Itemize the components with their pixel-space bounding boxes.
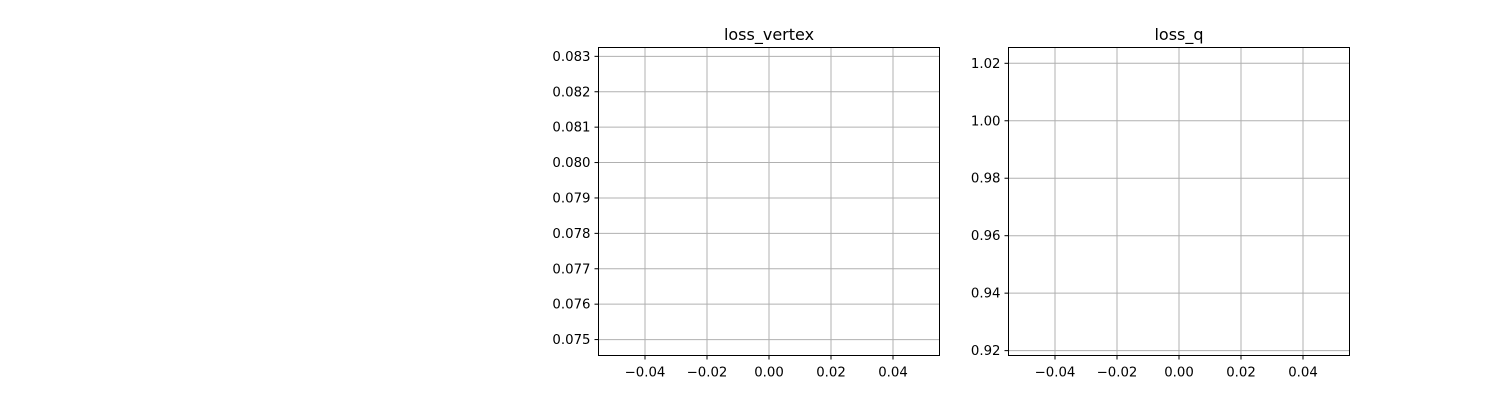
axis-ticks: −0.04 −0.02 0.00 0.02 0.04 0.075 0.076 0.077 0.0… — [552, 50, 907, 381]
y-tick-label: 0.082 — [552, 85, 590, 100]
y-tick-label: 0.075 — [552, 333, 590, 348]
subplot-title: loss_vertex — [724, 25, 814, 45]
y-tick-label: 0.92 — [971, 344, 1001, 359]
grid-lines — [1008, 47, 1350, 356]
x-tick-label: 0.00 — [754, 366, 784, 381]
x-tick-label: −0.04 — [625, 366, 666, 381]
y-tick-label: 0.079 — [552, 191, 590, 206]
y-tick-label: 0.077 — [552, 262, 590, 277]
x-tick-label: 0.02 — [816, 366, 846, 381]
y-tick-label: 0.98 — [971, 172, 1001, 187]
y-tick-label: 0.96 — [971, 229, 1001, 244]
subplot-loss-vertex: loss_vertex −0.04 −0.02 0.00 0.02 0.04 0.075 0… — [552, 25, 940, 381]
x-tick-label: 0.02 — [1226, 366, 1256, 381]
y-tick-label: 0.083 — [552, 50, 590, 65]
x-tick-label: −0.02 — [687, 366, 728, 381]
y-tick-label: 0.078 — [552, 227, 590, 242]
y-tick-label: 0.081 — [552, 121, 590, 136]
y-tick-label: 0.076 — [552, 298, 590, 313]
y-tick-label: 1.02 — [971, 57, 1001, 72]
y-tick-label: 0.080 — [552, 156, 590, 171]
x-tick-label: 0.04 — [878, 366, 908, 381]
grid-lines — [598, 47, 940, 356]
subplot-loss-q: loss_q −0.04 −0.02 0.00 0.02 0.04 0.92 0.94 0.9… — [971, 25, 1350, 381]
x-tick-label: 0.04 — [1288, 366, 1318, 381]
axis-ticks: −0.04 −0.02 0.00 0.02 0.04 0.92 0.94 0.96 0.98 1.… — [971, 57, 1318, 381]
y-tick-label: 0.94 — [971, 287, 1001, 302]
y-tick-label: 1.00 — [971, 114, 1001, 129]
x-tick-label: −0.02 — [1097, 366, 1138, 381]
x-tick-label: −0.04 — [1035, 366, 1076, 381]
x-tick-label: 0.00 — [1164, 366, 1194, 381]
subplot-title: loss_q — [1154, 25, 1203, 45]
